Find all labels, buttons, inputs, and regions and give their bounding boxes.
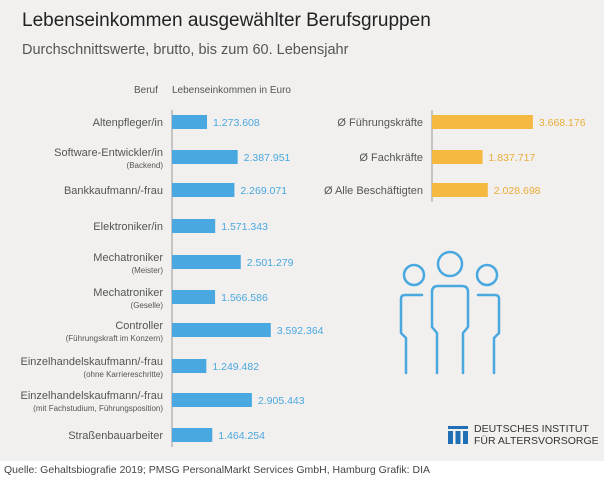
category-label: Ø Führungskräfte bbox=[337, 117, 423, 129]
category-label: Altenpfleger/in bbox=[93, 117, 163, 129]
category-label: Mechatroniker bbox=[93, 287, 163, 299]
bar bbox=[172, 183, 235, 197]
category-label: Einzelhandelskaufmann/-frau bbox=[21, 390, 163, 402]
value-label: 2.387.951 bbox=[244, 152, 291, 164]
value-label: 1.837.717 bbox=[489, 152, 536, 164]
source-footer: Quelle: Gehaltsbiografie 2019; PMSG Pers… bbox=[0, 461, 604, 480]
bar bbox=[172, 290, 216, 304]
bar bbox=[172, 393, 252, 407]
category-note: (Backend) bbox=[127, 161, 164, 170]
bar bbox=[172, 359, 207, 373]
chart-title: Lebenseinkommen ausgewählter Berufsgrupp… bbox=[22, 10, 431, 31]
chart-subtitle: Durchschnittswerte, brutto, bis zum 60. … bbox=[22, 42, 349, 58]
category-label: Mechatroniker bbox=[93, 252, 163, 264]
category-label: Bankkaufmann/-frau bbox=[64, 185, 163, 197]
category-label: Ø Alle Beschäftigten bbox=[324, 185, 423, 197]
value-label: 1.249.482 bbox=[212, 361, 259, 373]
value-label: 2.028.698 bbox=[494, 185, 541, 197]
dia-logo-icon bbox=[448, 426, 468, 444]
bar bbox=[432, 183, 488, 197]
bar bbox=[172, 255, 241, 269]
bar bbox=[172, 115, 208, 129]
value-label: 1.273.608 bbox=[213, 117, 260, 129]
category-label: Software-Entwickler/in bbox=[54, 147, 163, 159]
value-label: 1.464.254 bbox=[218, 430, 265, 442]
category-header: Beruf bbox=[134, 85, 158, 96]
category-note: (ohne Karriereschritte) bbox=[83, 370, 163, 379]
bar bbox=[172, 428, 213, 442]
category-label: Ø Fachkräfte bbox=[359, 152, 423, 164]
value-header: Lebenseinkommen in Euro bbox=[172, 85, 291, 96]
category-note: (Meister) bbox=[131, 266, 163, 275]
logo-line1: DEUTSCHES INSTITUT bbox=[474, 423, 589, 435]
people-icon bbox=[399, 250, 501, 375]
bar-chart: 1.273.608 Altenpfleger/in 2.387.951 Softwar… bbox=[21, 110, 586, 447]
category-label: Controller bbox=[115, 320, 163, 332]
logo-line2: FÜR ALTERSVORSORGE bbox=[474, 435, 599, 447]
category-note: (mit Fachstudium, Führungsposition) bbox=[33, 404, 163, 413]
bar bbox=[432, 150, 483, 164]
bar bbox=[172, 150, 238, 164]
dia-logo: DEUTSCHES INSTITUT FÜR ALTERSVORSORGE bbox=[448, 423, 599, 447]
value-label: 2.905.443 bbox=[258, 395, 305, 407]
value-label: 2.269.071 bbox=[240, 185, 287, 197]
bar bbox=[172, 219, 216, 233]
category-label: Einzelhandelskaufmann/-frau bbox=[21, 356, 163, 368]
value-label: 2.501.279 bbox=[247, 257, 294, 269]
category-note: (Führungskraft im Konzern) bbox=[66, 334, 164, 343]
category-label: Elektroniker/in bbox=[93, 221, 163, 233]
bar bbox=[172, 323, 271, 337]
bar bbox=[432, 115, 533, 129]
value-label: 3.668.176 bbox=[539, 117, 586, 129]
value-label: 3.592.364 bbox=[277, 325, 324, 337]
category-note: (Geselle) bbox=[131, 301, 164, 310]
value-label: 1.566.586 bbox=[221, 292, 268, 304]
value-label: 1.571.343 bbox=[221, 221, 268, 233]
category-label: Straßenbauarbeiter bbox=[68, 430, 163, 442]
